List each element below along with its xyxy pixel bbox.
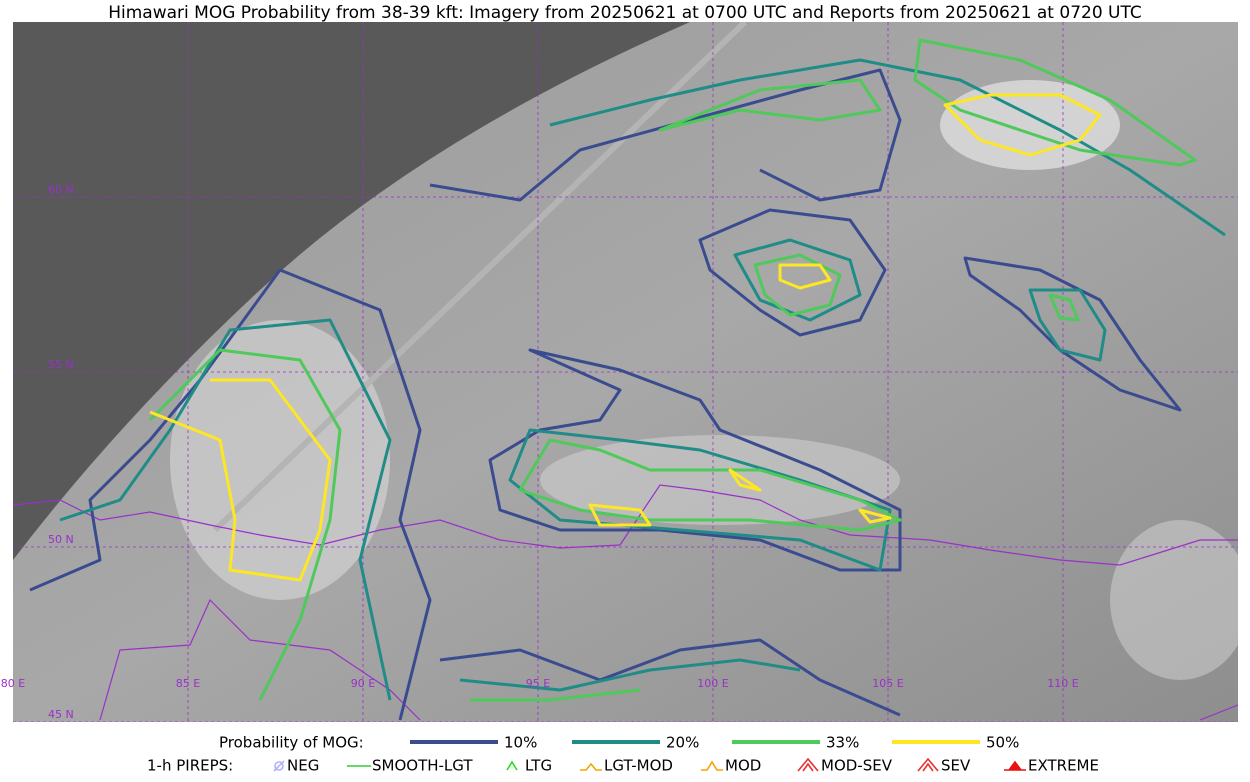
legend-entry: NEG [287,757,319,775]
pirep-icon [701,760,723,771]
cloud [540,435,900,525]
legend-entry: 50% [986,734,1019,752]
scan-line [212,22,748,533]
legend-entry: MOD-SEV [821,757,893,775]
map [13,22,1238,722]
lon-labels: 80 E 85 E 90 E 95 E 100 E 105 E 110 E [1,677,1079,690]
pirep-icon [506,760,518,771]
lon-label: 110 E [1047,677,1078,690]
legend-label: Probability of MOG: [219,734,364,752]
lat-label: 60 N [48,183,74,196]
mog-contours [29,38,1226,721]
pirep-icon [797,757,819,772]
lon-label: 100 E [697,677,728,690]
pirep-icon [273,760,285,772]
legend-entry: 10% [504,734,537,752]
legend-entry: SMOOTH-LGT [372,757,473,775]
lat-label: 45 N [48,708,74,721]
borders [13,484,1238,721]
lat-label: 55 N [48,358,74,371]
lon-label: 85 E [176,677,200,690]
lon-label: 80 E [1,677,25,690]
lon-label: 90 E [351,677,375,690]
title: Himawari MOG Probability from 38-39 kft:… [108,3,1142,23]
pirep-icon [580,762,602,771]
lat-labels: 60 N 55 N 50 N 45 N [48,183,74,721]
legend-entry: 33% [826,734,859,752]
lat-label: 50 N [48,533,74,546]
cloud [1110,520,1238,680]
legend-entry: 20% [666,734,699,752]
legend-entry: SEV [941,757,971,775]
lon-label: 95 E [526,677,550,690]
graticule [13,22,1238,722]
legend: Probability of MOG: 1-h PIREPS: 10% 20% 33… [147,734,1099,775]
legend-entry: EXTREME [1028,757,1099,775]
legend-label: 1-h PIREPS: [147,757,233,775]
cloud [170,320,390,600]
legend-entry: LGT-MOD [604,757,673,775]
legend-entry: MOD [725,757,761,775]
pirep-icon [1004,760,1026,771]
lon-label: 105 E [872,677,903,690]
space [13,22,690,560]
pirep-icon [917,757,939,772]
legend-entry: LTG [525,757,552,775]
